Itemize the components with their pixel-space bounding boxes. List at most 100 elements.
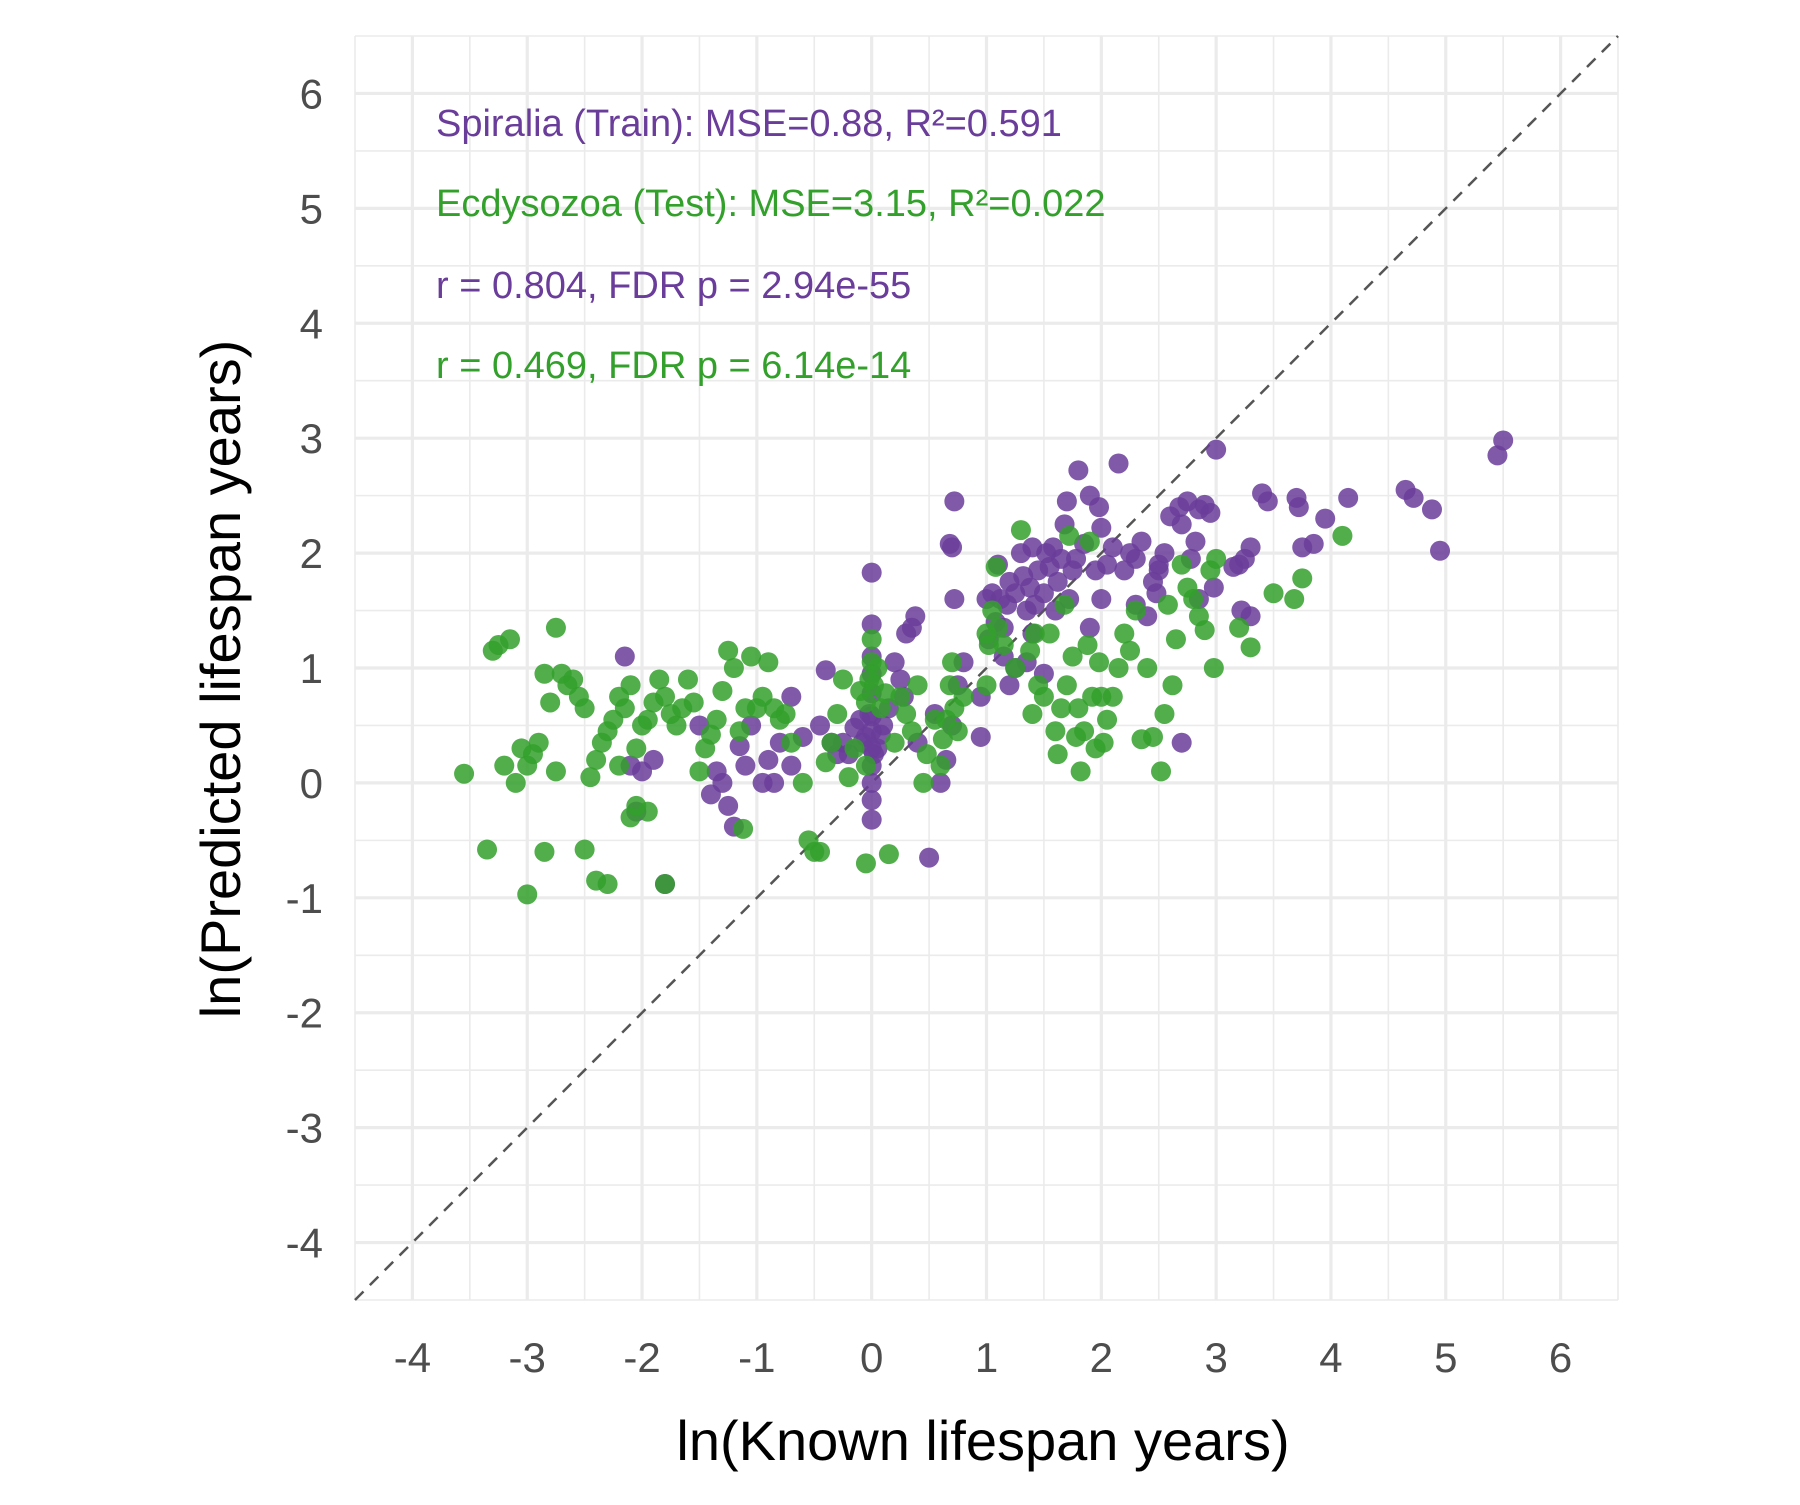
data-point-series-2 xyxy=(733,818,754,839)
data-point-series-1 xyxy=(1091,517,1112,538)
data-point-series-1 xyxy=(1338,487,1359,508)
grid xyxy=(354,35,1619,1301)
stats-annotation: Spiralia (Train): MSE=0.88, R²=0.591 xyxy=(436,103,1062,145)
data-point-series-2 xyxy=(689,761,710,782)
data-point-series-2 xyxy=(861,629,882,650)
data-point-series-2 xyxy=(1085,738,1106,759)
data-point-series-1 xyxy=(758,749,779,770)
data-point-series-2 xyxy=(580,767,601,788)
data-point-series-2 xyxy=(942,652,963,673)
data-point-series-1 xyxy=(752,772,773,793)
data-point-series-2 xyxy=(494,755,515,776)
data-point-series-1 xyxy=(1231,600,1252,621)
x-tick-label: -2 xyxy=(623,1334,660,1381)
data-point-series-2 xyxy=(1028,675,1049,696)
data-point-series-1 xyxy=(844,717,865,738)
data-point-series-2 xyxy=(511,738,532,759)
data-point-series-2 xyxy=(1131,729,1152,750)
data-point-series-2 xyxy=(1097,709,1118,730)
x-tick-label: 2 xyxy=(1090,1334,1113,1381)
data-point-series-2 xyxy=(454,763,475,784)
data-point-series-1 xyxy=(1171,732,1192,753)
x-axis-title: ln(Known lifespan years) xyxy=(676,1409,1289,1472)
data-point-series-2 xyxy=(930,755,951,776)
data-point-series-2 xyxy=(896,703,917,724)
y-axis-title: ln(Predicted lifespan years) xyxy=(189,340,252,1019)
data-point-series-2 xyxy=(976,623,997,644)
data-point-series-1 xyxy=(939,533,960,554)
data-point-series-2 xyxy=(729,721,750,742)
data-point-series-2 xyxy=(1200,560,1221,581)
data-point-series-2 xyxy=(632,715,653,736)
stats-annotation: r = 0.469, FDR p = 6.14e-14 xyxy=(436,345,911,387)
data-point-series-2 xyxy=(1039,623,1060,644)
data-point-series-1 xyxy=(1421,499,1442,520)
data-point-series-2 xyxy=(517,884,538,905)
data-point-series-2 xyxy=(1162,675,1183,696)
data-point-series-2 xyxy=(1070,761,1091,782)
data-point-series-2 xyxy=(1082,686,1103,707)
x-tick-label: 6 xyxy=(1549,1334,1572,1381)
data-point-series-2 xyxy=(1062,646,1083,667)
data-point-series-2 xyxy=(1229,617,1250,638)
data-point-series-2 xyxy=(1188,606,1209,627)
data-point-series-1 xyxy=(1286,487,1307,508)
x-tick-label: 5 xyxy=(1434,1334,1457,1381)
data-point-series-2 xyxy=(482,640,503,661)
data-point-series-2 xyxy=(890,686,911,707)
data-point-series-2 xyxy=(540,692,561,713)
data-point-series-2 xyxy=(505,772,526,793)
data-point-series-2 xyxy=(1089,652,1110,673)
data-point-series-1 xyxy=(1120,543,1141,564)
data-point-series-2 xyxy=(545,617,566,638)
data-point-series-2 xyxy=(1059,525,1080,546)
data-point-series-1 xyxy=(1206,439,1227,460)
stats-annotation: r = 0.804, FDR p = 2.94e-55 xyxy=(436,265,911,307)
y-axis-ticks: -4 -3 -2 -1 0 1 2 3 4 5 6 xyxy=(286,70,323,1266)
data-point-series-1 xyxy=(700,784,721,805)
y-tick-label: -4 xyxy=(286,1220,323,1267)
data-point-series-1 xyxy=(1056,491,1077,512)
data-point-series-2 xyxy=(1292,568,1313,589)
data-point-series-2 xyxy=(855,853,876,874)
data-point-series-2 xyxy=(1240,637,1261,658)
data-point-series-2 xyxy=(1079,531,1100,552)
data-point-series-1 xyxy=(1223,556,1244,577)
data-point-series-1 xyxy=(718,795,739,816)
y-tick-label: 4 xyxy=(300,300,323,347)
data-point-series-1 xyxy=(999,675,1020,696)
data-point-series-2 xyxy=(1054,594,1075,615)
data-point-series-2 xyxy=(1068,698,1089,719)
data-point-series-2 xyxy=(1284,589,1305,610)
x-tick-label: 1 xyxy=(975,1334,998,1381)
data-point-series-2 xyxy=(861,652,882,673)
x-axis-ticks: -4 -3 -2 -1 0 1 2 3 4 5 6 xyxy=(394,1334,1573,1381)
data-point-series-1 xyxy=(890,669,911,690)
data-point-series-2 xyxy=(907,675,928,696)
data-point-series-1 xyxy=(1160,506,1181,527)
data-point-series-1 xyxy=(919,847,940,868)
data-point-series-2 xyxy=(574,839,595,860)
data-point-series-1 xyxy=(1292,537,1313,558)
data-point-series-2 xyxy=(855,755,876,776)
data-point-series-1 xyxy=(1079,485,1100,506)
data-point-series-2 xyxy=(1203,658,1224,678)
data-point-series-2 xyxy=(838,767,859,788)
data-point-series-2 xyxy=(1154,703,1175,724)
data-point-series-2 xyxy=(712,680,733,701)
data-point-series-2 xyxy=(1056,675,1077,696)
y-tick-label: 3 xyxy=(300,415,323,462)
data-point-series-2 xyxy=(976,675,997,696)
data-point-series-2 xyxy=(758,652,779,673)
data-point-series-2 xyxy=(810,841,831,862)
y-tick-label: -3 xyxy=(286,1105,323,1152)
data-point-series-2 xyxy=(1120,640,1141,661)
data-point-series-1 xyxy=(1068,460,1089,481)
data-point-series-2 xyxy=(850,680,871,701)
x-tick-label: -3 xyxy=(509,1334,546,1381)
identity-reference-line xyxy=(354,35,1619,1301)
data-point-series-2 xyxy=(597,874,618,895)
data-point-series-1 xyxy=(1185,531,1206,552)
data-point-series-1 xyxy=(815,660,836,681)
data-point-series-2 xyxy=(884,732,905,753)
